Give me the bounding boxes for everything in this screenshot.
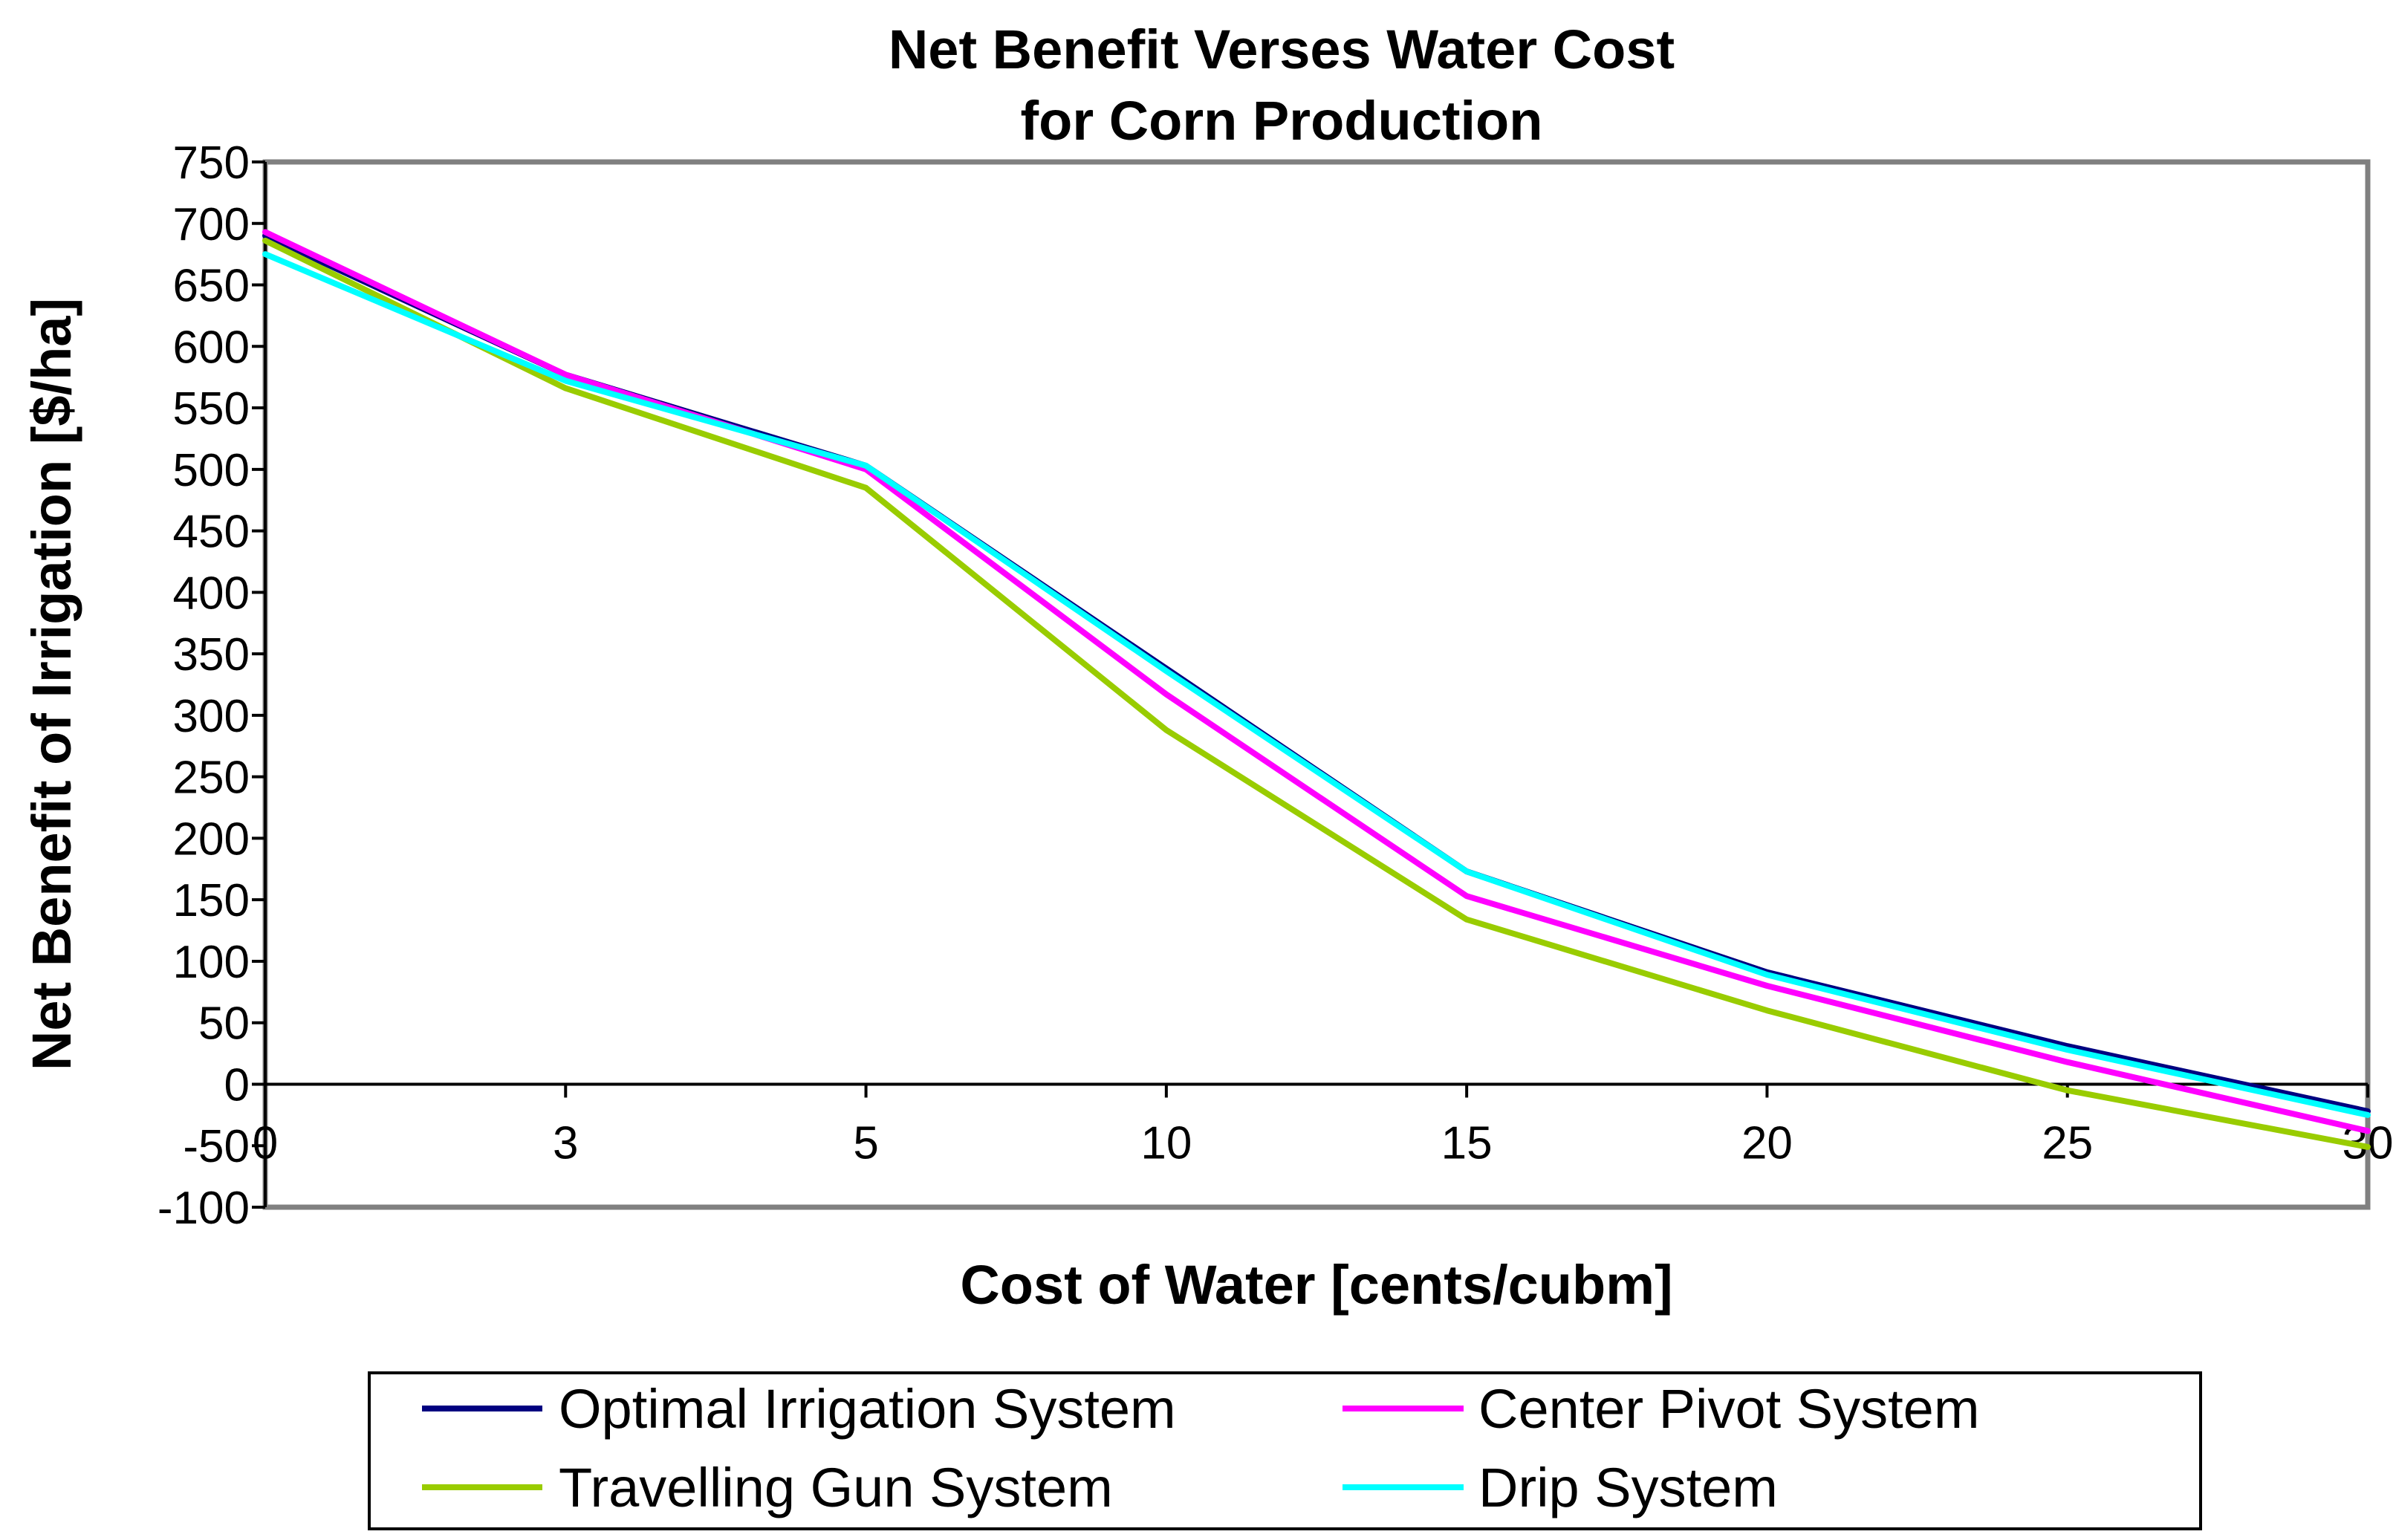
x-tick-label: 15 xyxy=(1441,1117,1493,1169)
x-tick-label: 25 xyxy=(2042,1117,2093,1169)
series-lines xyxy=(262,229,2371,1150)
x-tick-label: 5 xyxy=(853,1117,878,1169)
chart-title-line-2: for Corn Production xyxy=(1021,90,1543,152)
y-tick-label: 700 xyxy=(173,199,250,250)
legend-box xyxy=(368,1371,2202,1530)
y-tick-label: 450 xyxy=(173,507,250,558)
y-tick-label: 250 xyxy=(173,753,250,804)
series-line-drip-system xyxy=(262,251,2371,1118)
legend-label-drip: Drip System xyxy=(1478,1457,1778,1518)
y-tick-label: 300 xyxy=(173,691,250,742)
x-tick-label: 20 xyxy=(1741,1117,1793,1169)
y-axis-title: Net Benefit of Irrigation [$/ha] xyxy=(21,298,82,1070)
y-tick-label: 550 xyxy=(173,383,250,435)
legend-label-travelling-gun: Travelling Gun System xyxy=(559,1457,1113,1518)
y-tick-label: 750 xyxy=(173,137,250,189)
x-tick-label: 10 xyxy=(1140,1117,1192,1169)
y-tick-label: 350 xyxy=(173,629,250,680)
legend-label-center-pivot: Center Pivot System xyxy=(1478,1378,1979,1440)
legend: Optimal Irrigation System Center Pivot S… xyxy=(368,1371,2202,1530)
legend-label-optimal-irrigation: Optimal Irrigation System xyxy=(559,1378,1176,1440)
y-tick-label: 50 xyxy=(198,998,250,1050)
y-tick-label: -100 xyxy=(158,1183,250,1234)
x-tick-label: 0 xyxy=(253,1117,278,1169)
y-tick-label: 400 xyxy=(173,568,250,619)
x-axis-title: Cost of Water [cents/cubm] xyxy=(960,1254,1672,1316)
y-tick-label: 150 xyxy=(173,875,250,926)
y-tick-label: -50 xyxy=(183,1121,250,1172)
y-tick-label: 500 xyxy=(173,445,250,496)
x-axis: 0 3 5 10 15 20 25 30 xyxy=(253,1082,2393,1169)
y-tick-label: 100 xyxy=(173,937,250,988)
y-tick-label: 600 xyxy=(173,322,250,373)
y-tick-label: 200 xyxy=(173,813,250,865)
x-tick-label: 3 xyxy=(553,1117,578,1169)
y-axis: 7507006506005505004504003503002502001501… xyxy=(158,137,265,1234)
plot-area xyxy=(262,159,2371,1210)
y-tick-label: 650 xyxy=(173,261,250,312)
y-tick-label: 0 xyxy=(224,1059,250,1111)
series-line-center-pivot-system xyxy=(262,229,2371,1134)
chart-title-line-1: Net Benefit Verses Water Cost xyxy=(889,19,1675,80)
series-line-travelling-gun-system xyxy=(262,237,2371,1150)
